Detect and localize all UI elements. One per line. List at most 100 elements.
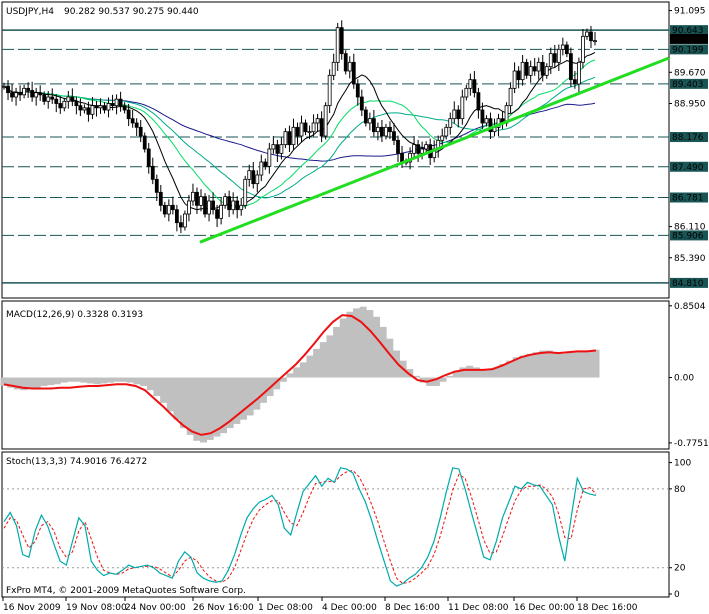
price-tick-label: 88.950 (674, 100, 706, 110)
macd-histogram-bar (120, 377, 128, 382)
candle-body (291, 126, 296, 146)
candle-body (464, 87, 469, 98)
candle-body (211, 200, 215, 211)
stochastic-panel[interactable]: 100 80 20 0 (1, 451, 691, 600)
macd-histogram-bar (226, 377, 234, 429)
time-tick-label: 18 Dec 16:00 (577, 603, 638, 613)
candle-body (323, 105, 328, 137)
candle-body (142, 135, 147, 150)
time-tick-label: 16 Nov 2009 (3, 603, 61, 613)
panel-frame (1, 451, 670, 598)
candle-body (114, 98, 119, 107)
macd-panel[interactable]: 0.8504 0.00 -0.7751 (0, 300, 709, 450)
macd-histogram-bar (572, 352, 580, 378)
candle-body (239, 204, 244, 211)
stoch-tick-label: 0 (674, 590, 680, 600)
price-level-label: 84.810 (672, 279, 704, 289)
candle-body (388, 126, 392, 133)
macd-tick-label: -0.7751 (674, 439, 709, 449)
macd-histogram-bar (180, 377, 188, 429)
macd-histogram-bar (106, 377, 114, 383)
time-tick-label: 4 Dec 00:00 (322, 603, 377, 613)
macd-histogram-bar (293, 367, 301, 378)
main-price-panel[interactable]: 91.095 89.670 88.950 86.110 85.390 90.643 90.1… (1, 1, 708, 299)
candle-body (480, 109, 485, 124)
macd-histogram-bar (93, 377, 101, 385)
time-tick-label: 11 Dec 08:00 (448, 603, 509, 613)
candle-body (351, 61, 356, 85)
candle-body (440, 135, 445, 141)
macd-histogram-bar (100, 377, 108, 384)
macd-histogram-bar (565, 352, 573, 378)
price-level-label: 85.906 (672, 231, 704, 241)
copyright-text: FxPro MT4, © 2001-2009 MetaQuotes Softwa… (6, 586, 246, 596)
macd-histogram-bar (446, 375, 454, 378)
macd-histogram-bar (273, 377, 281, 390)
macd-histogram-bar (220, 377, 228, 434)
candle-body (516, 70, 521, 81)
candle-body (335, 27, 340, 63)
macd-histogram-bar (579, 351, 587, 378)
candle-body (50, 96, 55, 100)
macd-histogram-bar (239, 377, 247, 420)
macd-histogram-bar (286, 373, 294, 378)
candle-body (456, 109, 461, 120)
candle-body (203, 196, 207, 215)
macd-histogram-bar (67, 377, 75, 382)
macd-histogram-bar (366, 310, 374, 378)
macd-histogram-bar (13, 377, 21, 390)
candle-body (420, 148, 425, 154)
macd-histogram-bar (20, 377, 28, 391)
trendline[interactable] (199, 56, 670, 244)
macd-histogram-bar (206, 377, 214, 440)
candle-body (343, 53, 348, 72)
candle-body (476, 92, 481, 111)
candle-body (70, 96, 75, 102)
time-tick-label: 16 Dec 00:00 (514, 603, 575, 613)
candle-body (392, 131, 396, 141)
candle-body (62, 100, 67, 109)
macd-histogram-bar (53, 377, 61, 385)
price-level-label: 89.403 (672, 80, 704, 90)
candle-body (162, 204, 167, 215)
stoch-header: Stoch(13,3,3) 74.9016 76.4272 (6, 457, 147, 467)
macd-histogram-bar (279, 377, 287, 382)
macd-histogram-bar (525, 353, 533, 378)
candle-body (146, 148, 151, 167)
macd-signal-line (3, 314, 597, 436)
candle-body (118, 98, 123, 107)
macd-histogram-bar (319, 342, 327, 378)
candle-body (319, 118, 324, 137)
candle-body (299, 122, 304, 137)
macd-histogram-bar (60, 377, 68, 383)
macd-histogram-bar (545, 350, 553, 378)
candle-body (231, 200, 236, 211)
candle-body (247, 170, 252, 180)
candle-body (416, 144, 421, 154)
candle-body (384, 126, 388, 137)
candle-body (223, 196, 228, 206)
last-price-label: 90.440 (672, 35, 704, 45)
candle-body (259, 161, 264, 176)
macd-histogram-bar (552, 352, 560, 378)
candle-body (174, 209, 179, 224)
time-tick-label: 1 Dec 08:00 (258, 603, 313, 613)
candle-body (215, 209, 219, 219)
price-tick-label: 89.670 (674, 68, 706, 78)
candle-body (524, 61, 529, 76)
macd-histogram-bar (499, 364, 507, 378)
candle-body (130, 118, 135, 124)
candle-body (375, 126, 380, 133)
candle-body (577, 61, 581, 85)
macd-histogram-bar (233, 377, 241, 424)
candle-body (46, 96, 51, 102)
candle-body (484, 118, 489, 124)
candle-body (191, 191, 195, 202)
candle-body (355, 83, 360, 98)
macd-histogram-bar (532, 352, 540, 378)
candle-body (424, 144, 429, 150)
candle-body (102, 105, 107, 111)
candle-body (593, 40, 597, 43)
macd-histogram-bar (306, 355, 314, 378)
